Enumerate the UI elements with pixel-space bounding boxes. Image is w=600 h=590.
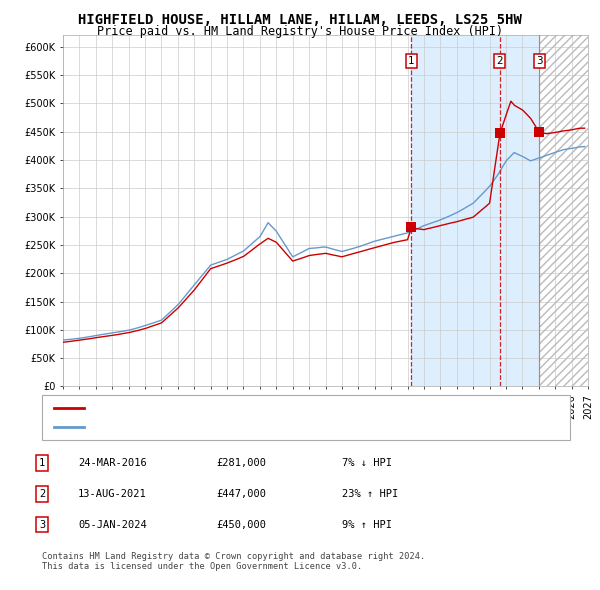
Text: 2: 2 (39, 489, 45, 499)
Text: HPI: Average price, detached house, North Yorkshire: HPI: Average price, detached house, Nort… (90, 422, 396, 432)
Bar (539, 35, 596, 386)
Text: £450,000: £450,000 (216, 520, 266, 529)
Text: 7% ↓ HPI: 7% ↓ HPI (342, 458, 392, 468)
Text: 23% ↑ HPI: 23% ↑ HPI (342, 489, 398, 499)
Text: 13-AUG-2021: 13-AUG-2021 (78, 489, 147, 499)
Text: 05-JAN-2024: 05-JAN-2024 (78, 520, 147, 529)
Text: HIGHFIELD HOUSE, HILLAM LANE, HILLAM, LEEDS, LS25 5HW (detached house): HIGHFIELD HOUSE, HILLAM LANE, HILLAM, LE… (90, 403, 510, 412)
Text: 9% ↑ HPI: 9% ↑ HPI (342, 520, 392, 529)
Text: £281,000: £281,000 (216, 458, 266, 468)
Text: 3: 3 (536, 56, 542, 66)
Text: 1: 1 (39, 458, 45, 468)
Text: HIGHFIELD HOUSE, HILLAM LANE, HILLAM, LEEDS, LS25 5HW: HIGHFIELD HOUSE, HILLAM LANE, HILLAM, LE… (78, 13, 522, 27)
Text: 3: 3 (39, 520, 45, 529)
Text: 2: 2 (496, 56, 503, 66)
Bar (412, 35, 539, 386)
Text: 24-MAR-2016: 24-MAR-2016 (78, 458, 147, 468)
Text: Contains HM Land Registry data © Crown copyright and database right 2024.
This d: Contains HM Land Registry data © Crown c… (42, 552, 425, 571)
Bar (539, 35, 596, 386)
Text: 1: 1 (408, 56, 415, 66)
Text: £447,000: £447,000 (216, 489, 266, 499)
Text: Price paid vs. HM Land Registry's House Price Index (HPI): Price paid vs. HM Land Registry's House … (97, 25, 503, 38)
